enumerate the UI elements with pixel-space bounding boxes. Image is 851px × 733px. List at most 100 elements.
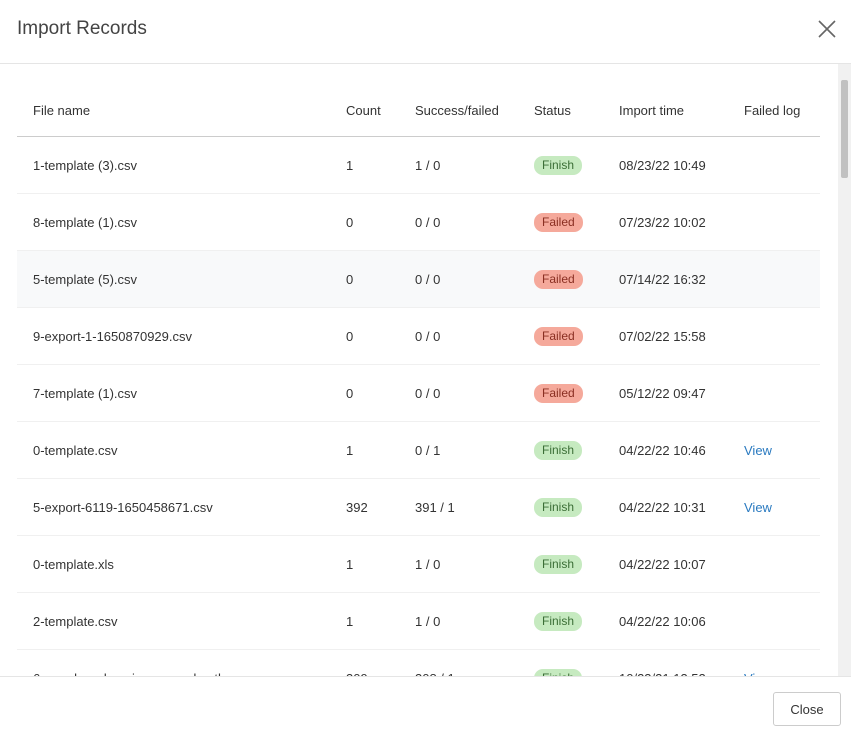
- table-row: 0-template.csv 1 0 / 1 Finish 04/22/22 10:46…: [17, 421, 820, 479]
- import-time: 04/22/22 10:06: [619, 592, 744, 650]
- count: 0: [346, 250, 415, 308]
- count: 309: [346, 649, 415, 676]
- close-button[interactable]: Close: [773, 692, 841, 726]
- success-failed: 0 / 0: [415, 250, 534, 308]
- failed-log-cell: [744, 535, 820, 593]
- count: 1: [346, 592, 415, 650]
- column-header: Count: [346, 84, 415, 137]
- table-row: 1-template (3).csv 1 1 / 0 Finish 08/23/22 1…: [17, 136, 820, 194]
- success-failed: 308 / 1: [415, 649, 534, 676]
- divider: [0, 63, 851, 64]
- status-cell: Finish: [534, 649, 619, 676]
- status-badge: Failed: [534, 212, 583, 232]
- table-row: 8-template (1).csv 0 0 / 0 Failed 07/23/22 1…: [17, 193, 820, 251]
- failed-log-cell: [744, 307, 820, 365]
- column-header: Success/failed: [415, 84, 534, 137]
- status-cell: Failed: [534, 250, 619, 308]
- import-time: 07/14/22 16:32: [619, 250, 744, 308]
- table-scroll: File name Count Success/failed Status Import…: [0, 64, 838, 676]
- table-row: 0-template.xls 1 1 / 0 Finish 04/22/22 10:07: [17, 535, 820, 593]
- count: 0: [346, 364, 415, 422]
- table-row: 2-template.csv 1 1 / 0 Finish 04/22/22 10:06: [17, 592, 820, 650]
- status-badge: Failed: [534, 326, 583, 346]
- status-badge: Failed: [534, 269, 583, 289]
- close-icon[interactable]: [817, 19, 837, 39]
- failed-log-cell: [744, 193, 820, 251]
- count: 0: [346, 307, 415, 365]
- status-cell: Failed: [534, 364, 619, 422]
- success-failed: 1 / 0: [415, 535, 534, 593]
- status-cell: Finish: [534, 478, 619, 536]
- success-failed: 1 / 0: [415, 592, 534, 650]
- success-failed: 0 / 0: [415, 307, 534, 365]
- view-link[interactable]: View: [744, 671, 772, 677]
- records-table: File name Count Success/failed Status Import…: [17, 84, 820, 676]
- failed-log-cell: [744, 592, 820, 650]
- success-failed: 391 / 1: [415, 478, 534, 536]
- column-header: File name: [17, 84, 346, 137]
- table-row: 5-template (5).csv 0 0 / 0 Failed 07/14/22 1…: [17, 250, 820, 308]
- failed-log-cell: [744, 364, 820, 422]
- import-time: 04/22/22 10:46: [619, 421, 744, 479]
- import-time: 05/12/22 09:47: [619, 364, 744, 422]
- header-row: File name Count Success/failed Status Import…: [17, 84, 820, 137]
- status-cell: Finish: [534, 421, 619, 479]
- view-link[interactable]: View: [744, 499, 772, 515]
- import-time: 10/23/21 13:52: [619, 649, 744, 676]
- failed-log-cell: View: [744, 649, 820, 677]
- count: 0: [346, 193, 415, 251]
- status-cell: Finish: [534, 592, 619, 650]
- failed-log-cell: [744, 136, 820, 194]
- file-name: 0-template.xls: [17, 535, 346, 593]
- table-row: 6-csv shop domain removed path309308 / 1…: [17, 649, 820, 677]
- status-badge: Finish: [534, 554, 583, 574]
- failed-log-cell: View: [744, 421, 820, 479]
- column-header: Failed log: [744, 84, 820, 137]
- table-body: 1-template (3).csv 1 1 / 0 Finish 08/23/22 1…: [17, 136, 820, 677]
- scrollbar[interactable]: [838, 64, 851, 676]
- file-name: 2-template.csv: [17, 592, 346, 650]
- file-name: 5-template (5).csv: [17, 250, 346, 308]
- table-row: 9-export-1-1650870929.csv 0 0 / 0 Failed 07/…: [17, 307, 820, 365]
- status-cell: Failed: [534, 307, 619, 365]
- status-badge: Failed: [534, 383, 583, 403]
- table-row: 7-template (1).csv 0 0 / 0 Failed 05/12/22 0…: [17, 364, 820, 422]
- status-badge: Finish: [534, 497, 583, 517]
- file-name: 6-csv shop domain removed path: [17, 649, 346, 676]
- status-badge: Finish: [534, 611, 583, 631]
- failed-log-cell: [744, 250, 820, 308]
- count: 392: [346, 478, 415, 536]
- file-name: 5-export-6119-1650458671.csv: [17, 478, 346, 536]
- status-cell: Finish: [534, 535, 619, 593]
- file-name: 0-template.csv: [17, 421, 346, 479]
- view-link[interactable]: View: [744, 442, 772, 458]
- import-time: 04/22/22 10:07: [619, 535, 744, 593]
- column-header: Status: [534, 84, 619, 137]
- status-badge: Finish: [534, 668, 583, 676]
- file-name: 9-export-1-1650870929.csv: [17, 307, 346, 365]
- count: 1: [346, 535, 415, 593]
- status-cell: Finish: [534, 136, 619, 194]
- count: 1: [346, 421, 415, 479]
- status-cell: Failed: [534, 193, 619, 251]
- scroll-thumb[interactable]: [841, 80, 848, 178]
- success-failed: 1 / 0: [415, 136, 534, 194]
- count: 1: [346, 136, 415, 194]
- file-name: 1-template (3).csv: [17, 136, 346, 194]
- file-name: 7-template (1).csv: [17, 364, 346, 422]
- import-time: 04/22/22 10:31: [619, 478, 744, 536]
- status-badge: Finish: [534, 440, 583, 460]
- import-time: 08/23/22 10:49: [619, 136, 744, 194]
- status-badge: Finish: [534, 155, 583, 175]
- failed-log-cell: View: [744, 478, 820, 536]
- file-name: 8-template (1).csv: [17, 193, 346, 251]
- dialog-title: Import Records: [17, 18, 147, 39]
- success-failed: 0 / 1: [415, 421, 534, 479]
- table-row: 5-export-6119-1650458671.csv 392 391 / 1 Fi…: [17, 478, 820, 536]
- import-time: 07/23/22 10:02: [619, 193, 744, 251]
- import-time: 07/02/22 15:58: [619, 307, 744, 365]
- column-header: Import time: [619, 84, 744, 137]
- divider: [0, 676, 851, 677]
- success-failed: 0 / 0: [415, 364, 534, 422]
